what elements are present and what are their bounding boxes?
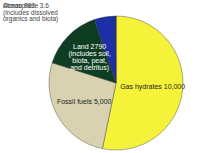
slice-label: Fossil fuels 5,000 (57, 98, 112, 105)
chart-root: Gas hydrates 10,000 Fossil fuels 5,000 Lan… (0, 0, 220, 153)
category-label: Fossil fuels (57, 98, 94, 105)
slice-label: Land 2790(includes soil,biota, peat,and … (68, 43, 110, 72)
slice-label: Atmosphere 3.6 (3, 2, 49, 10)
slice-label: Gas hydrates 10,000 (120, 83, 185, 91)
slice-label: Ocean 983(includes dissolvedorganics and… (3, 2, 58, 23)
value-label: 10,000 (164, 83, 186, 90)
labels: Gas hydrates 10,000 Fossil fuels 5,000 Lan… (3, 2, 185, 105)
annotation-line: and detritus) (70, 64, 109, 72)
value-label: 2790 (91, 43, 107, 50)
pie-slice (115, 16, 116, 83)
value-label: 3.6 (40, 2, 49, 9)
annotation-line: organics and biota) (3, 15, 58, 23)
category-label: Land (73, 43, 91, 50)
category-label: Atmosphere (3, 2, 40, 10)
category-label: Gas hydrates (120, 83, 164, 91)
pie-chart: Gas hydrates 10,000 Fossil fuels 5,000 Lan… (0, 0, 220, 153)
value-label: 5,000 (94, 98, 112, 105)
